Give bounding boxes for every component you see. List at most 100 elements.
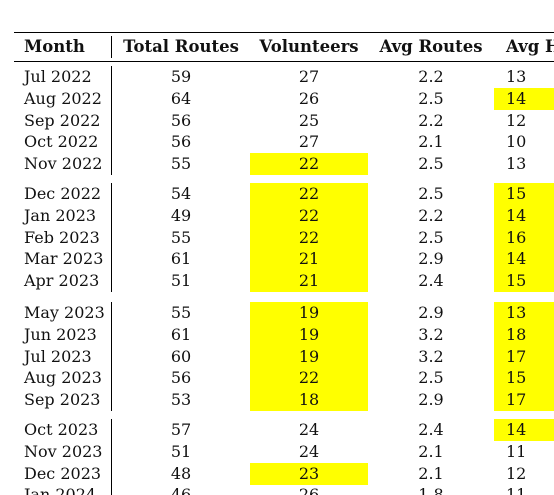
cell-volunteers: 24: [298, 420, 320, 439]
cell-total-routes: 64: [170, 88, 192, 108]
cell-avg-routes: 2.2: [418, 110, 444, 130]
volunteers-highlight: [250, 226, 368, 249]
header-month: Month: [24, 37, 85, 56]
volunteers-highlight: [250, 270, 368, 293]
cell-volunteers: 25: [298, 110, 320, 130]
cell-avg-h: 13: [506, 303, 527, 322]
table-row: Apr 2023 51 21 2.4 15: [0, 270, 554, 293]
cell-month: Jan 2023: [24, 205, 97, 225]
cell-avg-h: 15: [506, 184, 527, 203]
header-avg-routes: Avg Routes: [379, 37, 483, 56]
column-divider: [111, 183, 112, 292]
cell-month: Jun 2023: [24, 324, 97, 344]
cell-total-routes: 59: [170, 67, 192, 86]
cell-avg-routes: 2.4: [418, 420, 444, 439]
cell-volunteers: 22: [298, 368, 320, 388]
header-avg-h: Avg H: [506, 37, 554, 56]
cell-total-routes: 51: [170, 441, 192, 461]
cell-total-routes: 56: [170, 110, 192, 130]
cell-month: Oct 2023: [24, 420, 99, 439]
cell-month: Feb 2023: [24, 227, 100, 247]
table-row: Aug 2023 56 22 2.5 15: [0, 367, 554, 390]
avg-h-highlight: [494, 345, 554, 368]
cell-total-routes: 53: [170, 390, 192, 410]
cell-total-routes: 54: [170, 184, 192, 203]
avg-h-highlight: [494, 270, 554, 293]
cell-avg-routes: 2.5: [418, 88, 444, 108]
cell-volunteers: 19: [298, 324, 320, 344]
table-row: Oct 2022 56 27 2.1 10: [0, 131, 554, 153]
cell-avg-routes: 2.5: [418, 368, 444, 388]
cell-volunteers: 26: [298, 485, 320, 495]
avg-h-highlight: [494, 389, 554, 412]
cell-total-routes: 55: [170, 303, 192, 322]
volunteers-highlight: [250, 153, 368, 176]
cell-avg-routes: 2.2: [418, 67, 444, 86]
cell-avg-routes: 2.2: [418, 205, 444, 225]
cell-volunteers: 23: [298, 463, 320, 483]
cell-avg-h: 11: [506, 441, 527, 461]
cell-avg-h: 10: [506, 132, 527, 152]
cell-avg-h: 13: [506, 67, 527, 86]
cell-month: Apr 2023: [24, 271, 100, 291]
cell-volunteers: 19: [298, 303, 320, 322]
table-row: Oct 2023 57 24 2.4 14: [0, 419, 554, 441]
avg-h-highlight: [494, 302, 554, 324]
cell-avg-routes: 2.1: [418, 441, 444, 461]
cell-avg-h: 17: [506, 346, 527, 366]
cell-total-routes: 55: [170, 227, 192, 247]
table-row: Jan 2024 46 26 1.8 11: [0, 484, 554, 495]
cell-total-routes: 61: [170, 249, 192, 269]
table-row: Jul 2022 59 27 2.2 13: [0, 66, 554, 88]
cell-volunteers: 22: [298, 227, 320, 247]
cell-month: Dec 2022: [24, 184, 102, 203]
cell-avg-h: 13: [506, 154, 527, 174]
cell-total-routes: 61: [170, 324, 192, 344]
column-divider: [111, 419, 112, 495]
cell-month: Jul 2023: [24, 346, 92, 366]
volunteers-highlight: [250, 389, 368, 412]
volunteers-highlight: [250, 345, 368, 368]
cell-volunteers: 21: [298, 249, 320, 269]
table-row: Mar 2023 61 21 2.9 14: [0, 248, 554, 271]
cell-total-routes: 57: [170, 420, 192, 439]
cell-avg-routes: 2.9: [418, 390, 444, 410]
cell-total-routes: 48: [170, 463, 192, 483]
cell-total-routes: 51: [170, 271, 192, 291]
cell-avg-h: 14: [506, 420, 527, 439]
header-column-divider: [111, 36, 112, 58]
cell-month: May 2023: [24, 303, 105, 322]
table-row: Jan 2023 49 22 2.2 14: [0, 204, 554, 227]
cell-month: Nov 2023: [24, 441, 103, 461]
table-row: Jun 2023 61 19 3.2 18: [0, 323, 554, 346]
cell-avg-routes: 3.2: [418, 324, 444, 344]
cell-avg-routes: 2.5: [418, 184, 444, 203]
header-volunteers: Volunteers: [259, 37, 359, 56]
header-rule: [14, 61, 554, 62]
cell-month: Dec 2023: [24, 463, 102, 483]
cell-avg-h: 16: [506, 227, 527, 247]
table-row: Dec 2023 48 23 2.1 12: [0, 462, 554, 485]
cell-avg-routes: 2.4: [418, 271, 444, 291]
avg-h-highlight: [494, 367, 554, 390]
cell-total-routes: 49: [170, 205, 192, 225]
cell-volunteers: 22: [298, 154, 320, 174]
cell-month: Oct 2022: [24, 132, 99, 152]
table-row: Nov 2023 51 24 2.1 11: [0, 441, 554, 463]
cell-volunteers: 27: [298, 67, 320, 86]
cell-volunteers: 24: [298, 441, 320, 461]
cell-month: Nov 2022: [24, 154, 103, 174]
table-row: Nov 2022 55 22 2.5 13: [0, 153, 554, 176]
cell-total-routes: 55: [170, 154, 192, 174]
cell-avg-routes: 2.9: [418, 303, 444, 322]
cell-avg-h: 18: [506, 324, 527, 344]
cell-avg-routes: 2.5: [418, 227, 444, 247]
cell-avg-routes: 3.2: [418, 346, 444, 366]
cell-month: Jan 2024: [24, 485, 97, 495]
cell-avg-routes: 2.5: [418, 154, 444, 174]
volunteers-highlight: [250, 462, 368, 485]
cell-avg-h: 14: [506, 88, 527, 108]
avg-h-highlight: [494, 323, 554, 346]
table-row: Jul 2023 60 19 3.2 17: [0, 345, 554, 368]
